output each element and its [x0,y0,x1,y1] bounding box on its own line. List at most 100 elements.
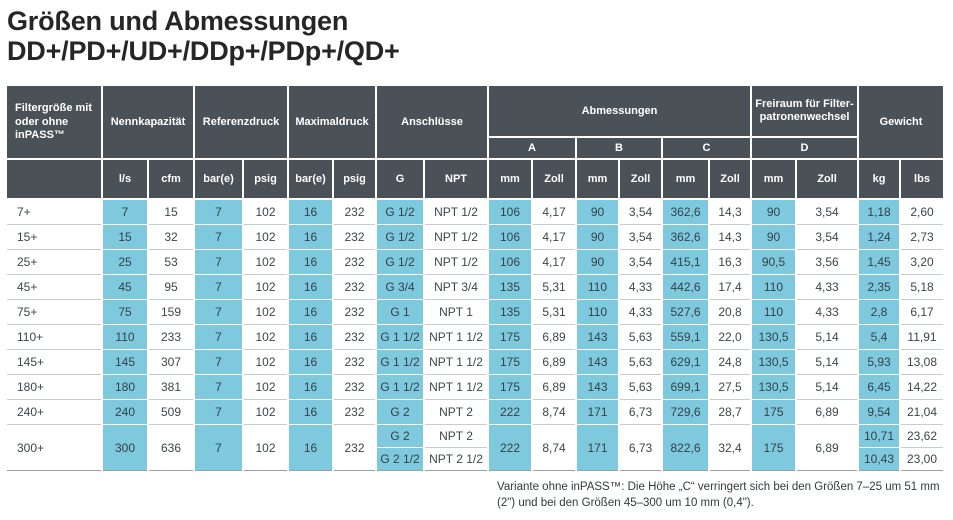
data-cell: 6,89 [797,425,857,472]
data-cell: 45 [103,275,147,301]
unit-c-mm: mm [663,160,708,201]
data-cell: 110 [752,275,795,301]
data-cell: 130,5 [752,350,795,376]
unit-g: G [377,160,423,201]
data-cell: 110 [103,325,147,351]
data-cell: 16 [289,375,332,401]
data-cell: 110 [577,300,618,326]
data-cell: 240 [103,400,147,426]
size-dimensions-table: Filtergröße mit oder ohne inPASS™ Nennka… [5,86,945,472]
data-cell: 7 [195,300,242,326]
unit-bare-max: bar(e) [289,160,332,201]
data-cell: 3,54 [797,200,857,226]
data-cell: 5,14 [797,350,857,376]
data-cell: 7 [195,225,242,251]
data-cell: 4,33 [797,300,857,326]
data-cell: 699,1 [663,375,708,401]
data-cell: 4,17 [533,250,575,276]
footnote: Variante ohne inPASS™: Die Höhe „C“ verr… [497,481,940,509]
data-cell: 95 [149,275,193,301]
header-dimensions: Abmessungen [489,86,750,139]
data-cell: 27,5 [710,375,750,401]
data-cell: 16 [289,275,332,301]
unit-d-zoll: Zoll [797,160,857,201]
data-cell: 110 [752,300,795,326]
data-cell: 232 [334,225,375,251]
data-cell: 102 [244,300,287,326]
data-cell: 145 [103,350,147,376]
data-cell: G 3/4 [377,275,423,301]
data-cell: 3,54 [620,225,661,251]
data-cell: 175 [752,425,795,472]
data-cell: 5,14 [797,325,857,351]
data-cell: 2,35 [859,275,899,301]
data-cell: 16 [289,400,332,426]
row-label: 75+ [7,300,101,326]
data-cell: 28,7 [710,400,750,426]
data-cell: NPT 1 [425,300,487,326]
header-nominal-capacity: Nennkapazität [103,86,193,161]
header-max-pressure: Maximaldruck [289,86,375,161]
data-cell: 232 [334,325,375,351]
data-cell: 130,5 [752,325,795,351]
row-label: 145+ [7,350,101,376]
data-cell: 102 [244,275,287,301]
table-row: 145+ 145 307 7 102 16 232 G 1 1/2 NPT 1 1/2 175 6,… [7,350,943,376]
data-cell: 7 [195,275,242,301]
data-cell: 90,5 [752,250,795,276]
data-cell: 362,6 [663,200,708,226]
unit-psig-ref: psig [244,160,287,201]
data-cell: 11,91 [901,325,943,351]
data-cell: NPT 1 1/2 [425,350,487,376]
data-cell: 5,63 [620,350,661,376]
data-cell: 10,71 [859,425,899,449]
data-cell: 232 [334,350,375,376]
row-label: 7+ [7,200,101,226]
data-cell: 6,89 [533,325,575,351]
header-empty-cell [7,160,101,201]
data-cell: 232 [334,375,375,401]
table-row: 240+ 240 509 7 102 16 232 G 2 NPT 2 222 8,74 171 6,7… [7,400,943,426]
header-weight: Gewicht [859,86,943,161]
data-cell: 90 [577,250,618,276]
data-cell: 4,33 [620,300,661,326]
table-row: 15+ 15 32 7 102 16 232 G 1/2 NPT 1/2 106 4,17 90 3,5… [7,225,943,251]
data-cell: 23,62 [901,425,943,449]
unit-psig-max: psig [334,160,375,201]
header-dim-a: A [489,138,575,161]
data-cell: 6,17 [901,300,943,326]
data-cell: 16 [289,425,332,472]
data-cell: 17,4 [710,275,750,301]
data-cell: 7 [195,250,242,276]
data-cell: 3,54 [797,225,857,251]
data-cell: 20,8 [710,300,750,326]
data-cell: 822,6 [663,425,708,472]
page-title-line1: Größen und Abmessungen [7,6,349,36]
data-cell: 2,8 [859,300,899,326]
header-dim-d: D [752,138,857,161]
data-cell: 13,08 [901,350,943,376]
data-cell: 175 [489,350,531,376]
data-cell: NPT 1/2 [425,250,487,276]
data-cell: NPT 1 1/2 [425,325,487,351]
data-cell: 16 [289,250,332,276]
row-label: 45+ [7,275,101,301]
unit-b-mm: mm [577,160,618,201]
header-dim-c: C [663,138,750,161]
unit-lbs: lbs [901,160,943,201]
header-reference-pressure: Referenzdruck [195,86,287,161]
data-cell: 90 [752,200,795,226]
data-cell: 16 [289,350,332,376]
data-cell: 4,17 [533,200,575,226]
data-cell: 16 [289,325,332,351]
data-cell: 15 [149,200,193,226]
data-cell: 102 [244,250,287,276]
data-cell: 16 [289,300,332,326]
data-cell: 102 [244,200,287,226]
data-cell: 130,5 [752,375,795,401]
data-cell: 232 [334,200,375,226]
data-cell: 442,6 [663,275,708,301]
unit-ls: l/s [103,160,147,201]
data-cell: 307 [149,350,193,376]
